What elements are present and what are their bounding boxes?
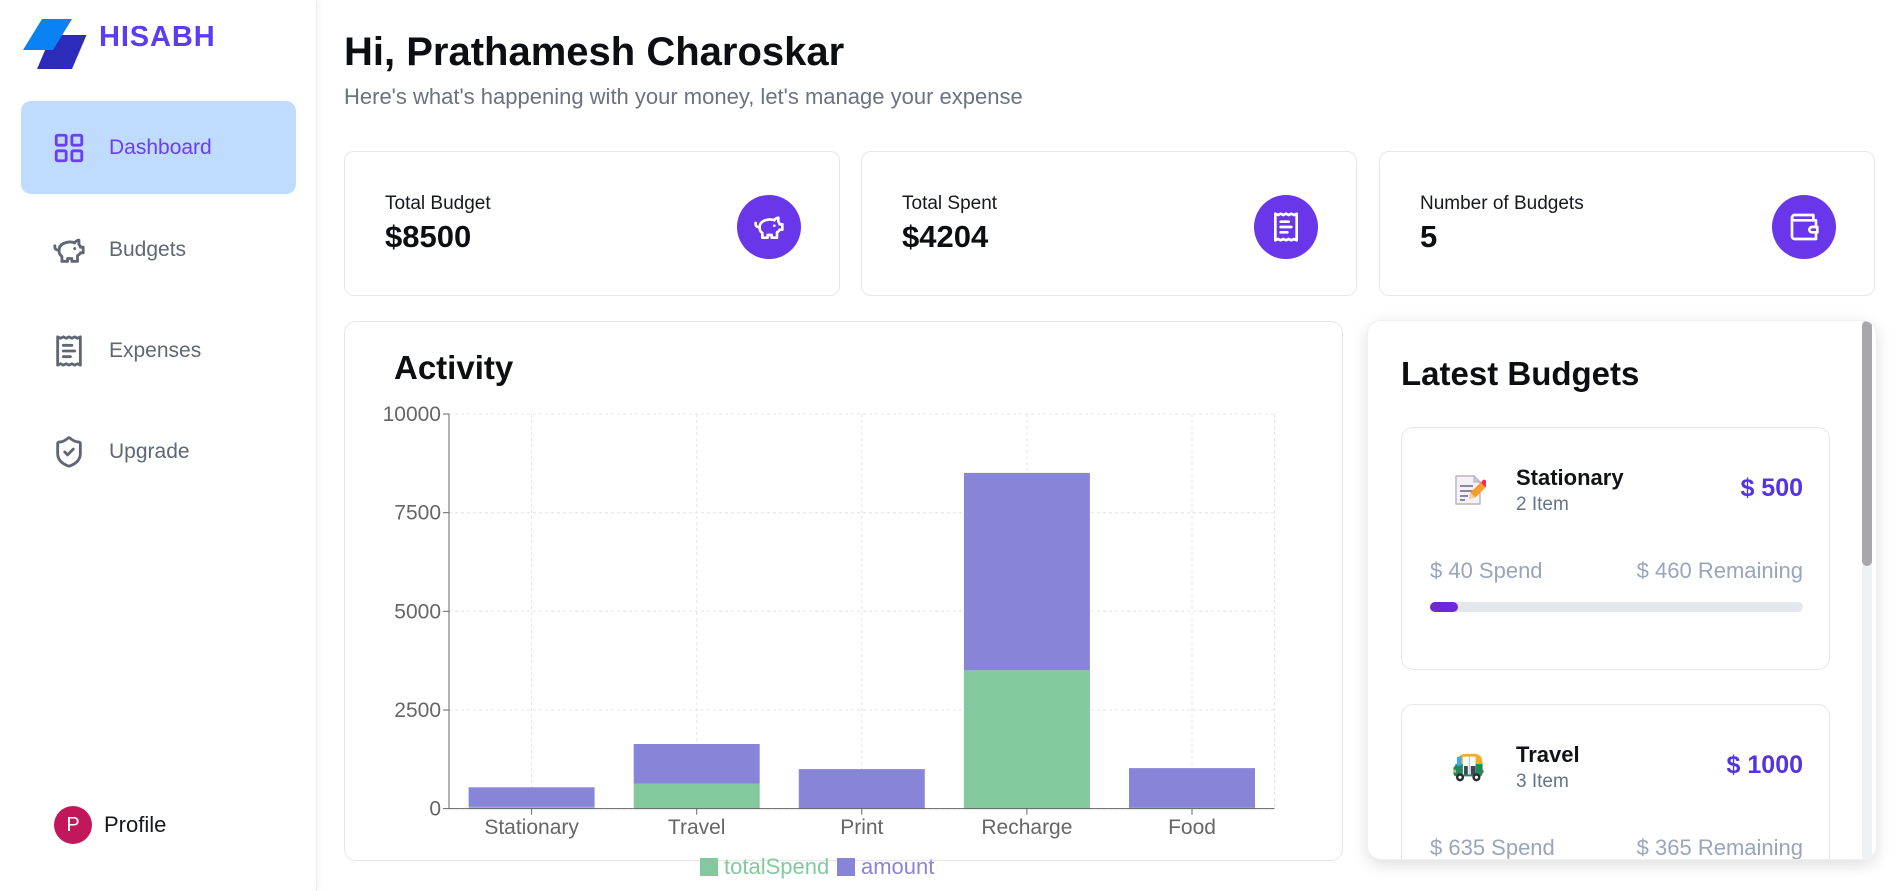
svg-text:2500: 2500 bbox=[394, 699, 441, 722]
svg-text:Recharge: Recharge bbox=[981, 816, 1072, 839]
svg-text:Stationary: Stationary bbox=[484, 816, 579, 839]
svg-text:totalSpend: totalSpend bbox=[724, 854, 829, 879]
svg-text:5000: 5000 bbox=[394, 600, 441, 623]
svg-text:amount: amount bbox=[861, 854, 934, 879]
svg-text:Print: Print bbox=[840, 816, 883, 839]
svg-text:Food: Food bbox=[1168, 816, 1216, 839]
svg-text:Travel: Travel bbox=[668, 816, 726, 839]
svg-text:7500: 7500 bbox=[394, 502, 441, 525]
svg-text:10000: 10000 bbox=[383, 403, 441, 426]
svg-text:0: 0 bbox=[429, 798, 441, 821]
